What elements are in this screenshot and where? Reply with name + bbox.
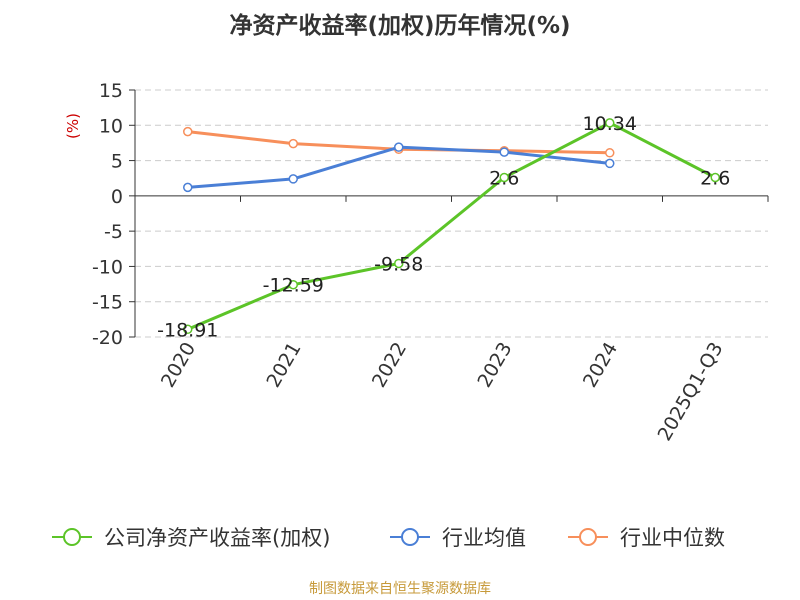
y-tick-label: -10 [92, 256, 123, 278]
x-tick-label: 2022 [368, 339, 411, 392]
y-tick-label: -5 [104, 221, 123, 243]
y-tick-label: 10 [99, 115, 123, 137]
data-point [394, 142, 404, 152]
data-point [710, 172, 720, 183]
legend-item: 行业中位数 [568, 526, 725, 550]
data-label: 2.6 [489, 168, 519, 190]
y-tick-label: 0 [111, 186, 123, 208]
data-point [288, 138, 298, 149]
data-point [183, 324, 193, 335]
legend-marker [401, 528, 419, 546]
x-tick-label: 2025Q1-Q3 [654, 339, 728, 445]
y-tick-label: 5 [111, 151, 123, 173]
chart-title: 净资产收益率(加权)历年情况(%) [229, 13, 571, 39]
grid-lines [135, 89, 768, 338]
legend-label: 公司净资产收益率(加权) [104, 526, 330, 550]
data-point [499, 147, 509, 157]
data-point [605, 148, 615, 158]
series-lines [183, 118, 720, 335]
data-point [288, 174, 298, 184]
legend-item: 行业均值 [390, 526, 526, 550]
legend-marker [63, 528, 81, 546]
x-tick-label: 2024 [579, 339, 622, 392]
data-label: 10.34 [583, 113, 637, 135]
y-tick-label: -15 [92, 292, 123, 314]
data-label: -9.58 [374, 253, 423, 275]
legend: 公司净资产收益率(加权) 行业均值 行业中位数 [52, 526, 725, 550]
series-line [187, 121, 716, 331]
source-note: 制图数据来自恒生聚源数据库 [309, 581, 491, 597]
legend-label: 行业均值 [442, 526, 526, 550]
data-point [183, 126, 193, 137]
x-tick-label: 2020 [157, 339, 200, 392]
data-point [394, 258, 404, 269]
data-labels: -18.91 -12.59 -9.58 2.6 10.34 2.6 [157, 113, 730, 341]
data-point [605, 118, 615, 128]
data-label: 2.6 [700, 168, 730, 190]
y-tick-label: -20 [92, 327, 123, 349]
y-axis-label: (%) [64, 113, 82, 139]
data-point [499, 172, 509, 183]
data-label: -12.59 [263, 275, 324, 297]
x-tick-label: 2023 [473, 339, 516, 392]
data-point [288, 279, 298, 290]
data-label: -18.91 [157, 319, 218, 341]
legend-label: 行业中位数 [620, 526, 725, 550]
x-tick-label: 2021 [262, 339, 305, 392]
legend-marker [579, 528, 597, 546]
data-point [183, 182, 193, 193]
data-point [605, 158, 615, 169]
legend-item: 公司净资产收益率(加权) [52, 526, 330, 550]
y-tick-label: 15 [99, 80, 123, 102]
